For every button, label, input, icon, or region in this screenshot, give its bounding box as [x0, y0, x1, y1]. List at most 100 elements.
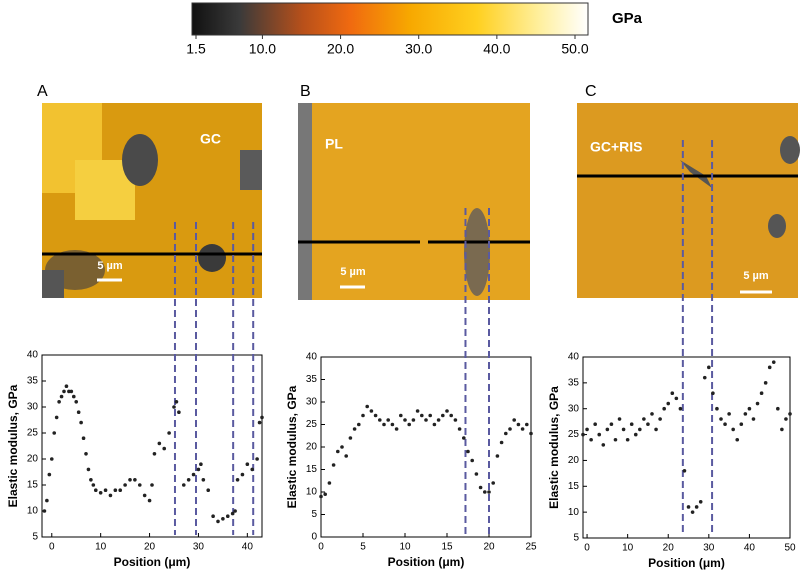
- data-point: [686, 505, 691, 509]
- x-tick-label: 40: [242, 542, 254, 553]
- data-point: [103, 488, 108, 493]
- x-tick-label: 30: [703, 543, 715, 554]
- data-point: [142, 493, 147, 498]
- data-point: [478, 485, 483, 490]
- data-point: [428, 413, 433, 418]
- map-b: [298, 103, 530, 300]
- scale-label: 5 µm: [340, 266, 366, 278]
- data-point: [767, 365, 772, 370]
- data-point: [658, 417, 662, 421]
- data-point: [529, 431, 533, 436]
- colorbar-label: GPa: [612, 10, 643, 27]
- y-axis-label: Elastic modulus, GPa: [547, 386, 561, 509]
- data-point: [378, 418, 382, 422]
- data-point: [751, 417, 756, 421]
- colorbar-tick-label: 40.0: [483, 41, 510, 57]
- data-point: [255, 457, 259, 461]
- data-point: [407, 422, 412, 427]
- data-point: [369, 409, 374, 413]
- data-point: [585, 427, 589, 432]
- data-point: [98, 491, 103, 495]
- data-point: [508, 427, 512, 431]
- panel-letter: C: [585, 83, 597, 100]
- data-point: [453, 418, 458, 422]
- data-point: [727, 412, 731, 416]
- data-point: [682, 468, 687, 473]
- y-tick-label: 30: [568, 403, 580, 414]
- data-point: [520, 427, 525, 431]
- y-tick-label: 0: [311, 532, 317, 543]
- data-point: [340, 445, 344, 449]
- x-axis-label: Position (μm): [114, 555, 191, 569]
- panel-letter: A: [37, 83, 48, 100]
- plot-frame: [582, 356, 791, 539]
- data-point: [593, 422, 597, 427]
- data-point: [91, 483, 96, 487]
- data-point: [186, 478, 191, 482]
- data-point: [466, 449, 470, 454]
- data-point: [89, 478, 93, 482]
- y-tick-label: 5: [573, 533, 579, 544]
- y-tick-label: 10: [27, 506, 39, 517]
- data-point: [420, 413, 424, 418]
- data-point: [690, 510, 695, 514]
- data-point: [601, 443, 606, 447]
- data-point: [638, 427, 642, 432]
- data-point: [240, 472, 245, 477]
- data-point: [162, 446, 167, 451]
- data-point: [666, 401, 671, 406]
- x-tick-label: 25: [525, 542, 537, 553]
- map-c: [577, 103, 800, 298]
- x-tick-label: 0: [584, 543, 590, 554]
- colorbar-tick-label: 50.0: [561, 41, 588, 57]
- colorbar-tick-label: 10.0: [249, 41, 276, 57]
- data-point: [245, 462, 250, 467]
- map-a: [42, 103, 262, 298]
- data-point: [674, 396, 679, 401]
- data-point: [776, 406, 780, 411]
- data-point: [516, 422, 521, 427]
- data-point: [483, 490, 487, 494]
- data-point: [348, 436, 353, 440]
- y-tick-label: 15: [27, 480, 39, 491]
- data-point: [216, 519, 220, 524]
- data-point: [723, 422, 727, 427]
- data-point: [382, 422, 386, 427]
- data-point: [76, 410, 81, 415]
- colorbar-tick-label: 1.5: [186, 41, 206, 57]
- data-point: [71, 394, 76, 399]
- data-point: [150, 483, 154, 487]
- y-tick-label: 40: [306, 352, 318, 363]
- data-point: [123, 483, 127, 487]
- data-point: [642, 417, 646, 421]
- data-point: [196, 467, 201, 472]
- data-point: [257, 420, 262, 425]
- data-point: [788, 412, 792, 416]
- data-point: [780, 427, 784, 432]
- y-axis-label: Elastic modulus, GPa: [285, 385, 299, 508]
- y-tick-label: 35: [568, 377, 580, 388]
- data-point: [235, 478, 240, 482]
- data-point: [174, 400, 179, 404]
- data-point: [731, 427, 735, 432]
- data-point: [152, 452, 157, 456]
- region-label: PL: [325, 136, 343, 152]
- data-point: [365, 404, 370, 409]
- data-point: [739, 422, 744, 427]
- data-point: [211, 514, 215, 518]
- data-point: [157, 441, 162, 446]
- x-tick-label: 50: [784, 543, 796, 554]
- data-point: [662, 406, 666, 411]
- data-point: [702, 375, 707, 380]
- data-point: [650, 412, 654, 416]
- x-axis-label: Position (μm): [388, 555, 465, 569]
- data-point: [373, 413, 378, 418]
- data-point: [424, 418, 428, 422]
- data-point: [719, 417, 723, 421]
- data-point: [589, 437, 593, 442]
- data-point: [323, 492, 328, 497]
- data-point: [698, 500, 703, 504]
- data-point: [390, 422, 395, 427]
- data-point: [432, 422, 437, 427]
